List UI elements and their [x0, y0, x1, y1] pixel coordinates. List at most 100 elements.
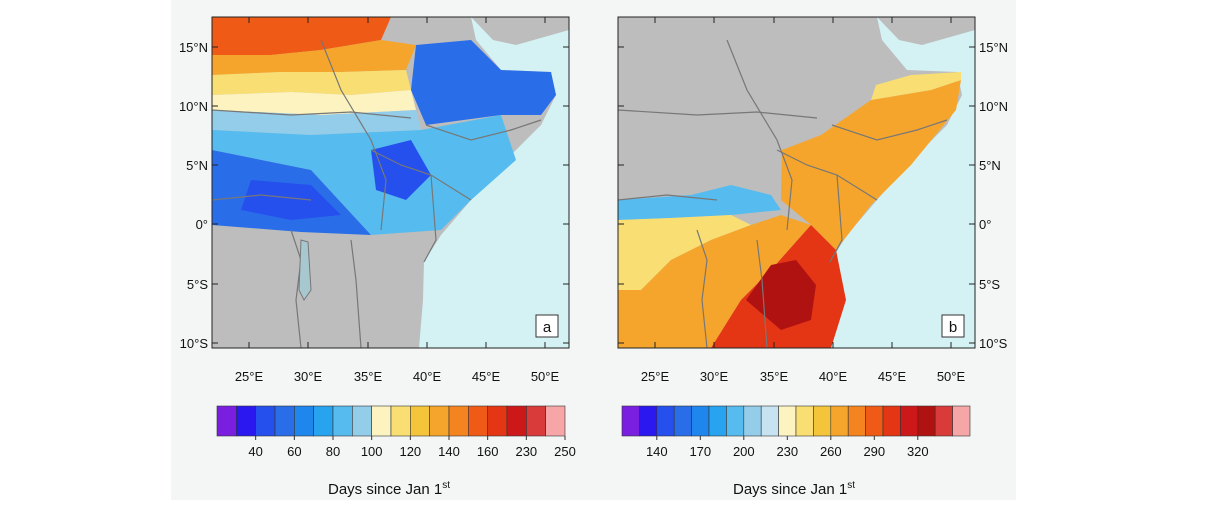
lon-tick-label: 30°E [700, 369, 729, 384]
colorbar-a-title: Days since Jan 1st [328, 480, 450, 498]
panel-a-map-area [212, 17, 569, 348]
colorbar-b-title: Days since Jan 1st [733, 480, 855, 498]
band-40 [241, 180, 341, 220]
band-240 [871, 72, 961, 100]
panel-b-frame [617, 16, 976, 349]
lat-tick-label: 0° [979, 217, 991, 232]
colorbar-label: 160 [477, 444, 499, 459]
colorbar-swatch [294, 405, 314, 437]
colorbar-label: 230 [515, 444, 537, 459]
colorbar-swatch [410, 405, 430, 437]
colorbar-swatch [691, 405, 710, 437]
lat-tick-label: 10°N [979, 99, 1008, 114]
colorbar-swatch [274, 405, 295, 437]
band-80 [212, 115, 516, 235]
colorbar-swatch [236, 405, 256, 437]
colorbar-label: 80 [326, 444, 340, 459]
colorbar-swatch [639, 405, 658, 437]
band-320 [746, 260, 816, 330]
panel-b-tag: b [949, 319, 957, 336]
band-160 [212, 17, 391, 55]
lat-tick-label: 15°N [979, 40, 1008, 55]
lat-tick-label: 5°S [187, 277, 208, 292]
lon-tick-label: 50°E [531, 369, 560, 384]
lon-tick-label: 35°E [354, 369, 383, 384]
colorbar-b-title-sup: st [847, 480, 855, 491]
colorbar-swatch [526, 405, 546, 437]
colorbar-swatch [743, 405, 762, 437]
band-270 [618, 215, 811, 348]
panel-a-tag: a [543, 319, 552, 336]
land-arabia [877, 17, 975, 45]
colorbar-swatch [332, 405, 353, 437]
colorbar-label: 230 [776, 444, 798, 459]
band-120 [212, 70, 411, 95]
colorbar-label: 260 [820, 444, 842, 459]
colorbar-swatch [673, 405, 692, 437]
band-230 [618, 185, 781, 220]
colorbar-swatch [865, 405, 884, 437]
map-figure: a 15°N 10°N 5°N 0° 5°S 10°S 25°E 30°E 35°E 40°E 45… [179, 16, 1008, 498]
colorbar-label: 100 [361, 444, 383, 459]
lat-tick-label: 5°S [979, 277, 1000, 292]
panel-a-frame [211, 16, 570, 349]
colorbar-label: 200 [733, 444, 755, 459]
band-260 [781, 80, 961, 250]
colorbar-swatch [487, 405, 508, 437]
panel-a-axes: 15°N 10°N 5°N 0° 5°S 10°S 25°E 30°E 35°E 40°E 45°E… [179, 17, 569, 384]
lon-tick-label: 35°E [760, 369, 789, 384]
colorbar-swatch [448, 405, 469, 437]
colorbar-swatch [795, 405, 814, 437]
band-140 [212, 40, 416, 75]
figure: a 15°N 10°N 5°N 0° 5°S 10°S 25°E 30°E 35°E 40°E 45… [171, 0, 1016, 500]
colorbar-label: 290 [863, 444, 885, 459]
colorbar-swatch [847, 405, 866, 437]
colorbar-label: 60 [287, 444, 301, 459]
colorbar-swatch [468, 405, 488, 437]
colorbar-swatch [545, 405, 566, 437]
colorbar-swatch [760, 405, 779, 437]
colorbar-label: 250 [554, 444, 576, 459]
colorbar-swatch [216, 405, 237, 437]
colorbar-swatch [506, 405, 527, 437]
colorbar-swatch [882, 405, 901, 437]
lon-tick-label: 50°E [937, 369, 966, 384]
colorbar-a-title-text: Days since Jan 1 [328, 481, 442, 498]
lake [298, 239, 312, 301]
panel-a: a 15°N 10°N 5°N 0° 5°S 10°S 25°E 30°E 35°E 40°E 45… [179, 16, 570, 384]
band-250 [618, 215, 751, 290]
panel-b-map-area [618, 17, 975, 348]
country-borders [618, 39, 948, 348]
band-110 [212, 90, 416, 115]
colorbar-label: 320 [907, 444, 929, 459]
lat-tick-label: 0° [196, 217, 208, 232]
colorbar-swatch [313, 405, 334, 437]
colorbar-swatch [708, 405, 727, 437]
lon-tick-label: 40°E [413, 369, 442, 384]
colorbar-swatch [656, 405, 675, 437]
colorbar-swatch [621, 405, 640, 437]
colorbar-swatch [934, 405, 953, 437]
colorbar-b: 140 170 200 230 260 290 320 [621, 405, 971, 459]
lon-tick-label: 40°E [819, 369, 848, 384]
lon-tick-label: 45°E [472, 369, 501, 384]
colorbar-swatch [778, 405, 797, 437]
colorbar-swatch [900, 405, 919, 437]
colorbar-label: 40 [248, 444, 262, 459]
colorbar-swatch [726, 405, 745, 437]
lat-tick-label: 5°N [186, 158, 208, 173]
colorbar-swatch [830, 405, 849, 437]
colorbar-label: 170 [689, 444, 711, 459]
colorbar-swatch [429, 405, 450, 437]
colorbar-label: 140 [438, 444, 460, 459]
lon-tick-label: 45°E [878, 369, 907, 384]
lat-tick-label: 10°S [979, 336, 1008, 351]
lon-tick-label: 25°E [235, 369, 264, 384]
colorbar-b-title-text: Days since Jan 1 [733, 481, 847, 498]
colorbar-swatch [390, 405, 411, 437]
band-100 [212, 110, 421, 135]
panel-b-tag-box [941, 314, 965, 338]
lat-tick-label: 10°S [180, 336, 209, 351]
lat-tick-label: 10°N [179, 99, 208, 114]
lon-tick-label: 25°E [641, 369, 670, 384]
